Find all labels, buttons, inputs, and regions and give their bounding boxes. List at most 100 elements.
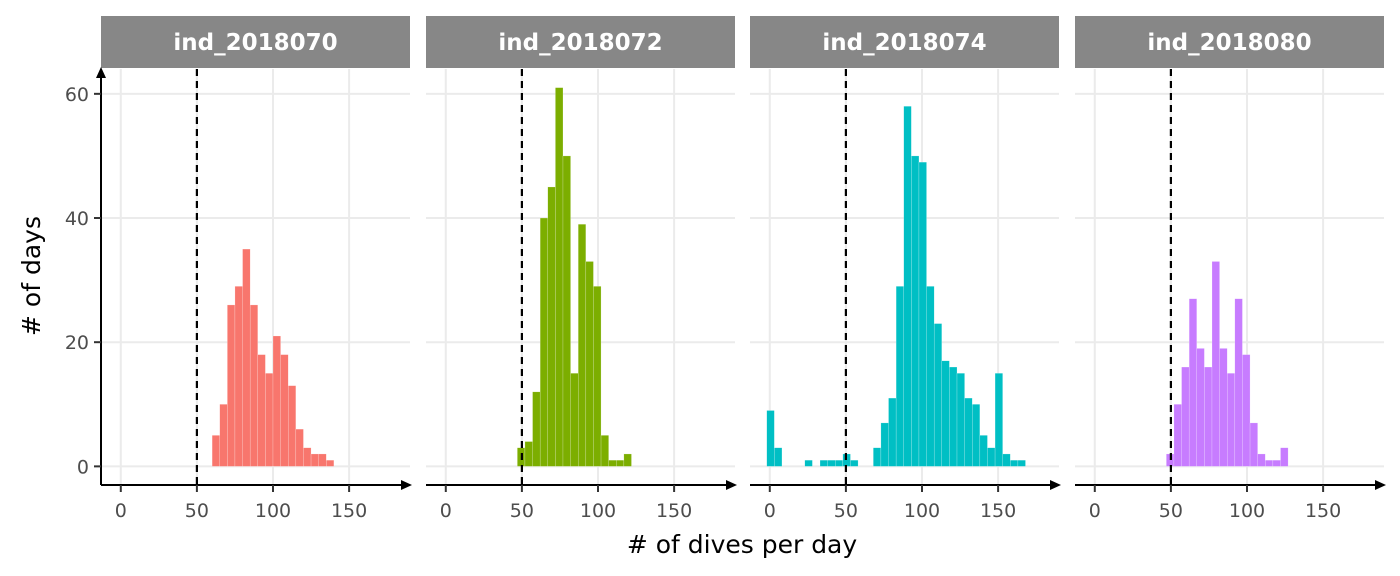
x-tick-label: 50 [510,500,534,522]
histogram-bar [234,286,243,467]
x-tick-label: 100 [1229,500,1265,522]
histogram-bar [585,261,594,467]
x-tick-label: 0 [440,500,452,522]
histogram-bar [979,435,988,467]
histogram-bar [835,459,844,467]
facet-strip [426,16,735,68]
facet-panel: ind_2018080 0 50 100 150 [1075,16,1386,522]
histogram-bar [242,248,251,467]
histogram-bar [827,459,836,467]
y-tick-label: 40 [65,208,89,230]
histogram-bar [326,459,335,467]
histogram-bar [1010,459,1019,467]
histogram-bar [1249,422,1258,467]
histogram-bar [555,87,564,467]
histogram-bar [888,397,897,467]
facet-panel: ind_2018072 0 50 100 150 [426,16,737,522]
x-tick-label: 0 [115,500,127,522]
facet-strip-label: ind_2018080 [1147,30,1311,56]
facet-strip [750,16,1059,68]
histogram-bar [895,286,904,467]
facet-strip [1075,16,1384,68]
histogram-bar [1017,459,1026,467]
histogram-bar [1219,348,1228,467]
y-axis-arrow [96,67,106,78]
histogram-bar [949,366,958,467]
histogram-bar [532,391,541,467]
x-tick-label: 0 [764,500,776,522]
histogram-bar [1181,366,1190,467]
histogram-bar [227,304,236,467]
histogram-bar [524,441,533,467]
histogram-bar [1204,366,1213,467]
histogram-bar [819,459,828,467]
facet-strip-label: ind_2018074 [822,30,986,56]
histogram-bar [873,447,882,467]
y-tick-label: 60 [65,84,89,106]
histogram-bar [295,428,304,467]
facet-strip-label: ind_2018070 [173,30,337,56]
histogram-bar [804,459,813,467]
facet-strip-label: ind_2018072 [498,30,662,56]
histogram-bar [1211,261,1220,467]
histogram-bar [941,360,950,467]
x-axis-arrow [1050,480,1061,490]
x-tick-label: 100 [255,500,291,522]
facet-strip [101,16,410,68]
histogram-bar [600,435,609,467]
histogram-bar [987,447,996,467]
histogram-bar [1234,298,1243,467]
x-axis-title: # of dives per day [627,530,858,559]
histogram-bar [1173,404,1182,467]
y-tick-label: 20 [65,332,89,354]
x-tick-label: 100 [904,500,940,522]
x-tick-label: 150 [656,500,692,522]
histogram-bar [318,453,327,467]
histogram-bar [570,373,579,467]
x-tick-label: 50 [185,500,209,522]
y-tick-label: 0 [77,456,89,478]
histogram-bar [994,373,1003,467]
y-axis-title: # of days [17,216,46,336]
histogram-bar [926,286,935,467]
histogram-bar [774,447,783,467]
histogram-bar [1227,373,1236,467]
histogram-bar [1242,354,1251,467]
histogram-bar [766,410,775,467]
histogram-bar [918,161,927,467]
x-tick-label: 50 [834,500,858,522]
histogram-bar [310,453,319,467]
histogram-bar [1188,298,1197,467]
x-tick-label: 100 [580,500,616,522]
histogram-bar [608,459,617,467]
facet-panel: ind_2018074 0 50 100 150 [750,16,1061,522]
histogram-bar [850,459,859,467]
histogram-bar [547,186,556,467]
histogram-bar [956,373,965,467]
histogram-bar [1265,459,1274,467]
facet-panel: ind_2018070 0 50 100 150 [101,16,412,522]
histogram-bar [1280,447,1289,467]
x-tick-label: 150 [980,500,1016,522]
histogram-bar [288,385,297,467]
histogram-bar [911,155,920,467]
histogram-bar [257,354,266,467]
histogram-bar [1196,348,1205,467]
histogram-bar [211,435,220,467]
x-tick-label: 0 [1089,500,1101,522]
facets-layer: ind_2018070 0 50 100 150 ind_2018072 0 50 100 150… [65,16,1386,522]
histogram-bar [219,404,228,467]
histogram-bar [972,404,981,467]
histogram-bar [593,286,602,467]
histogram-bar [933,323,942,467]
y-axis: 0 20 40 60 [65,67,106,485]
histogram-bar [265,373,274,467]
histogram-bar [1257,453,1266,467]
histogram-bar [1272,459,1281,467]
x-tick-label: 150 [331,500,367,522]
x-axis-arrow [401,480,412,490]
x-axis-arrow [726,480,737,490]
x-axis-arrow [1375,480,1386,490]
histogram-bar [616,459,625,467]
